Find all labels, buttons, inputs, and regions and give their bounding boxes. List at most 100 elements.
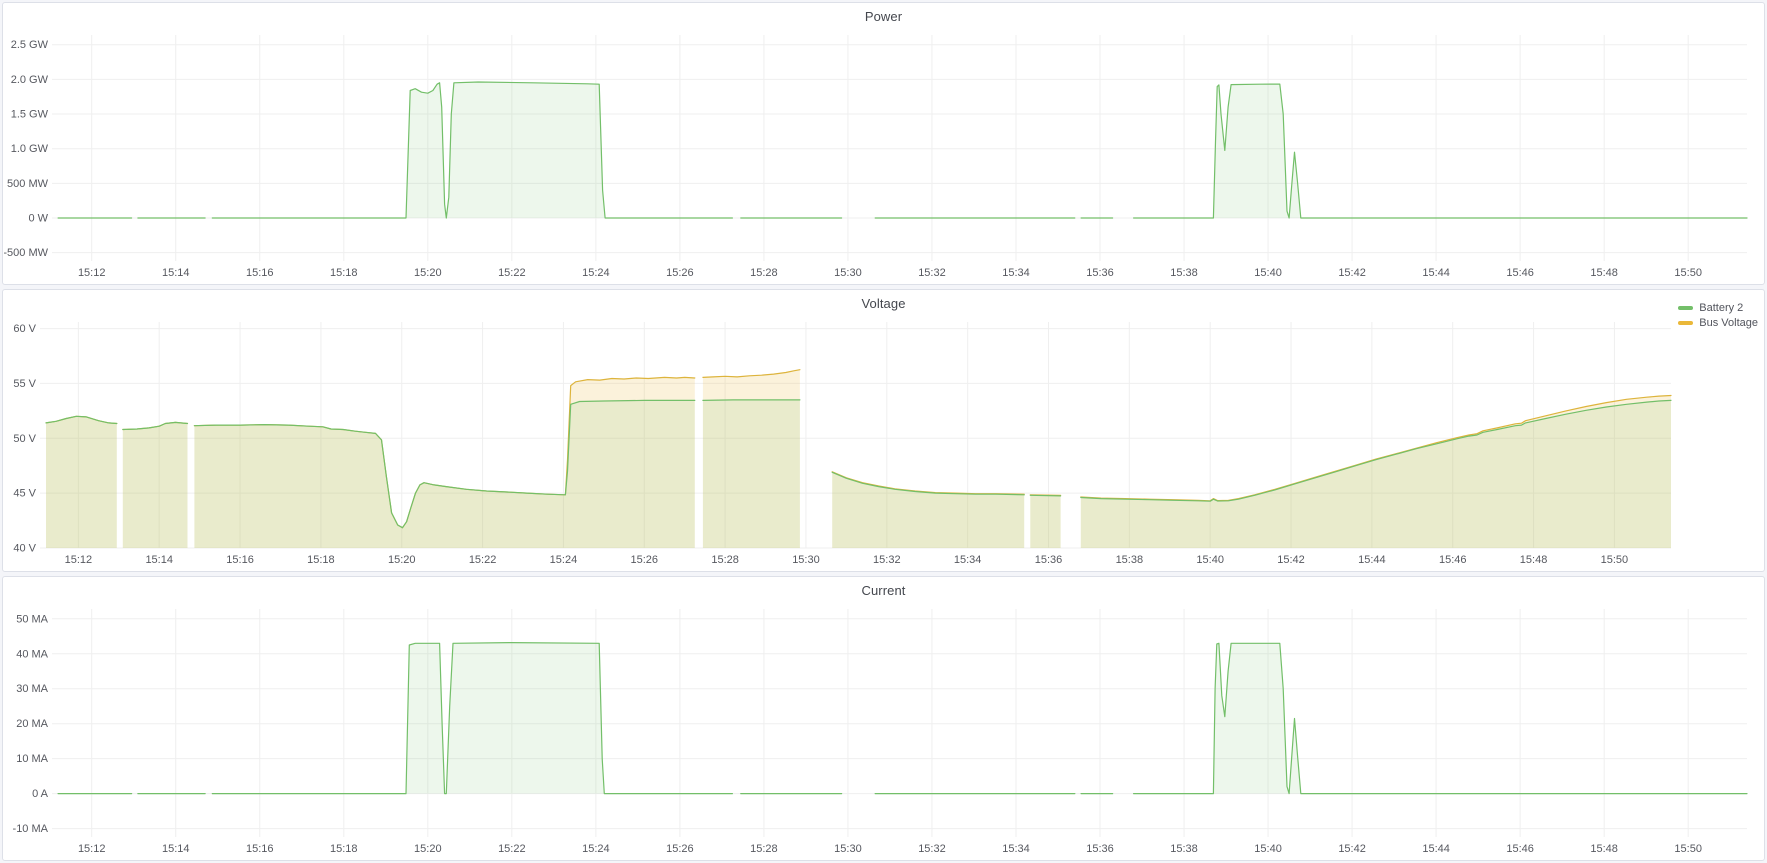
svg-text:0 W: 0 W <box>28 213 48 225</box>
svg-text:15:38: 15:38 <box>1170 843 1198 855</box>
svg-text:15:18: 15:18 <box>330 843 358 855</box>
svg-text:15:44: 15:44 <box>1422 843 1450 855</box>
svg-text:1.0 GW: 1.0 GW <box>11 143 49 155</box>
voltage-legend: Battery 2 Bus Voltage <box>1678 302 1758 329</box>
power-chart-svg: 2.5 GW 2.0 GW 1.5 GW 1.0 GW 500 MW 0 W -500 MW… <box>4 35 1748 279</box>
panel-title-current[interactable]: Current <box>861 582 906 598</box>
gridlines <box>52 609 1747 837</box>
svg-text:30 MA: 30 MA <box>16 683 48 695</box>
svg-text:15:34: 15:34 <box>954 554 982 566</box>
gridlines <box>52 35 1747 261</box>
svg-text:2.0 GW: 2.0 GW <box>11 74 49 86</box>
svg-text:15:34: 15:34 <box>1002 843 1030 855</box>
series-paths <box>57 642 1748 795</box>
svg-text:0 A: 0 A <box>32 788 49 800</box>
series-paths <box>45 369 1672 548</box>
svg-text:15:20: 15:20 <box>414 267 442 279</box>
svg-text:15:46: 15:46 <box>1506 843 1534 855</box>
svg-text:15:48: 15:48 <box>1590 843 1618 855</box>
svg-text:15:14: 15:14 <box>162 267 190 279</box>
svg-text:40 V: 40 V <box>13 543 36 555</box>
svg-text:15:24: 15:24 <box>582 267 610 279</box>
panel-title-power[interactable]: Power <box>864 8 903 24</box>
legend-item-bus-voltage[interactable]: Bus Voltage <box>1678 317 1758 329</box>
svg-text:15:46: 15:46 <box>1506 267 1534 279</box>
x-axis-labels: 15:12 15:14 15:16 15:18 15:20 15:22 15:24 15:26… <box>78 267 1702 279</box>
svg-text:15:12: 15:12 <box>65 554 93 566</box>
svg-text:15:36: 15:36 <box>1086 843 1114 855</box>
svg-text:15:38: 15:38 <box>1116 554 1144 566</box>
svg-text:15:14: 15:14 <box>145 554 173 566</box>
svg-text:15:24: 15:24 <box>550 554 578 566</box>
series-paths <box>57 81 1748 219</box>
svg-text:15:16: 15:16 <box>226 554 254 566</box>
x-axis-labels: 15:12 15:14 15:16 15:18 15:20 15:22 15:24 15:26… <box>65 554 1629 566</box>
svg-text:15:50: 15:50 <box>1674 267 1702 279</box>
svg-text:15:48: 15:48 <box>1520 554 1548 566</box>
svg-text:15:18: 15:18 <box>307 554 335 566</box>
svg-text:15:44: 15:44 <box>1422 267 1450 279</box>
svg-text:15:40: 15:40 <box>1254 843 1282 855</box>
svg-text:15:22: 15:22 <box>469 554 497 566</box>
svg-text:20 MA: 20 MA <box>16 718 48 730</box>
svg-text:15:34: 15:34 <box>1002 267 1030 279</box>
svg-text:15:28: 15:28 <box>750 267 778 279</box>
voltage-chart[interactable]: 60 V 55 V 50 V 45 V 40 V 15:12 15:14 15:16 15:18… <box>4 316 1763 570</box>
svg-text:1.5 GW: 1.5 GW <box>11 109 49 121</box>
svg-text:15:40: 15:40 <box>1196 554 1224 566</box>
current-chart[interactable]: 50 MA 40 MA 30 MA 20 MA 10 MA 0 A -10 MA 15:12 1… <box>4 603 1763 859</box>
svg-text:10 MA: 10 MA <box>16 753 48 765</box>
svg-text:15:12: 15:12 <box>78 843 106 855</box>
panel-current: Current 50 MA 40 MA 30 MA 20 MA 10 MA 0 A -10 … <box>2 576 1765 861</box>
power-chart[interactable]: 2.5 GW 2.0 GW 1.5 GW 1.0 GW 500 MW 0 W -500 MW… <box>4 29 1763 283</box>
svg-text:15:36: 15:36 <box>1086 267 1114 279</box>
svg-text:-10 MA: -10 MA <box>13 823 49 835</box>
svg-text:15:18: 15:18 <box>330 267 358 279</box>
svg-text:15:40: 15:40 <box>1254 267 1282 279</box>
y-axis-labels: 2.5 GW 2.0 GW 1.5 GW 1.0 GW 500 MW 0 W -500 MW <box>4 39 49 259</box>
svg-text:15:50: 15:50 <box>1674 843 1702 855</box>
panel-title-voltage[interactable]: Voltage <box>861 295 906 311</box>
svg-text:15:26: 15:26 <box>666 267 694 279</box>
svg-text:60 V: 60 V <box>13 323 36 335</box>
svg-text:15:30: 15:30 <box>834 267 862 279</box>
svg-text:15:22: 15:22 <box>498 267 526 279</box>
svg-text:15:20: 15:20 <box>414 843 442 855</box>
svg-text:15:32: 15:32 <box>918 267 946 279</box>
voltage-chart-svg: 60 V 55 V 50 V 45 V 40 V 15:12 15:14 15:16 15:18… <box>13 322 1672 566</box>
svg-text:50 MA: 50 MA <box>16 613 48 625</box>
legend-item-battery-2[interactable]: Battery 2 <box>1678 302 1758 314</box>
svg-text:55 V: 55 V <box>13 378 36 390</box>
svg-text:15:26: 15:26 <box>666 843 694 855</box>
current-chart-svg: 50 MA 40 MA 30 MA 20 MA 10 MA 0 A -10 MA 15:12 1… <box>13 609 1748 855</box>
svg-text:15:28: 15:28 <box>750 843 778 855</box>
gridlines <box>40 322 1671 549</box>
svg-text:2.5 GW: 2.5 GW <box>11 39 49 51</box>
svg-text:15:42: 15:42 <box>1338 267 1366 279</box>
svg-text:15:48: 15:48 <box>1590 267 1618 279</box>
svg-text:15:16: 15:16 <box>246 843 274 855</box>
svg-text:15:12: 15:12 <box>78 267 106 279</box>
svg-text:15:50: 15:50 <box>1601 554 1629 566</box>
svg-text:500 MW: 500 MW <box>7 178 49 190</box>
svg-text:15:36: 15:36 <box>1035 554 1063 566</box>
panel-power: Power 2.5 GW 2.0 GW 1.5 GW 1.0 GW 500 MW 0 W -… <box>2 2 1765 285</box>
svg-text:15:44: 15:44 <box>1358 554 1386 566</box>
svg-text:15:22: 15:22 <box>498 843 526 855</box>
y-axis-labels: 60 V 55 V 50 V 45 V 40 V <box>13 323 36 554</box>
svg-text:15:46: 15:46 <box>1439 554 1467 566</box>
svg-text:15:28: 15:28 <box>711 554 739 566</box>
svg-text:40 MA: 40 MA <box>16 648 48 660</box>
legend-label: Bus Voltage <box>1699 317 1758 329</box>
svg-text:15:32: 15:32 <box>873 554 901 566</box>
svg-text:15:32: 15:32 <box>918 843 946 855</box>
svg-text:15:30: 15:30 <box>834 843 862 855</box>
svg-text:15:30: 15:30 <box>792 554 820 566</box>
legend-label: Battery 2 <box>1699 302 1744 314</box>
svg-text:15:14: 15:14 <box>162 843 190 855</box>
svg-text:-500 MW: -500 MW <box>4 247 49 259</box>
svg-text:15:16: 15:16 <box>246 267 274 279</box>
x-axis-labels: 15:12 15:14 15:16 15:18 15:20 15:22 15:24 15:26… <box>78 843 1702 855</box>
svg-text:50 V: 50 V <box>13 433 36 445</box>
